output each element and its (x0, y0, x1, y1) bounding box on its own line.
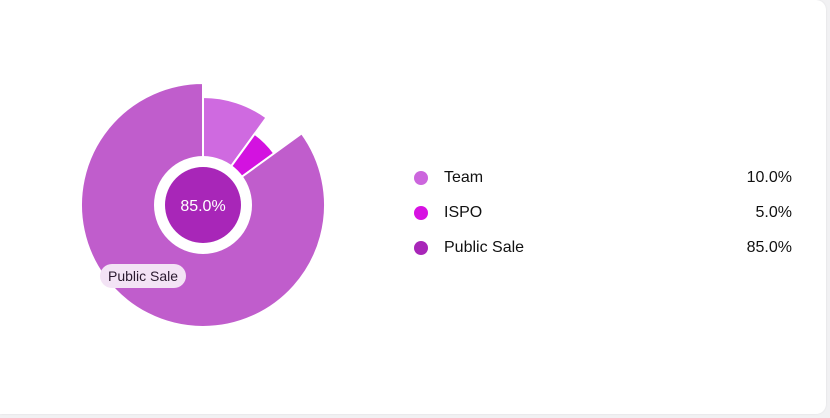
legend-value-public-sale: 85.0% (746, 238, 792, 256)
legend-label-team: Team (444, 168, 484, 186)
slice-tooltip: Public Sale (100, 264, 187, 288)
legend-dot-team (414, 170, 428, 185)
legend-dot-public-sale (414, 240, 428, 255)
legend-item-team[interactable]: Team 10.0% (412, 160, 792, 195)
legend: Team 10.0% ISPO 5.0% Public Sale 85.0% (412, 160, 792, 265)
legend-value-team: 10.0% (746, 168, 792, 186)
legend-label-ispo: ISPO (444, 203, 483, 221)
legend-dot-ispo (414, 205, 428, 220)
donut-center-badge (165, 167, 241, 243)
donut-svg: 85.0% (80, 81, 326, 328)
donut-center-label: 85.0% (180, 198, 225, 215)
legend-item-ispo[interactable]: ISPO 5.0% (412, 195, 792, 230)
legend-label-public-sale: Public Sale (444, 238, 525, 256)
donut-chart: 85.0% Public Sale (0, 0, 400, 414)
legend-item-public-sale[interactable]: Public Sale 85.0% (412, 230, 792, 265)
legend-value-ispo: 5.0% (755, 203, 792, 221)
